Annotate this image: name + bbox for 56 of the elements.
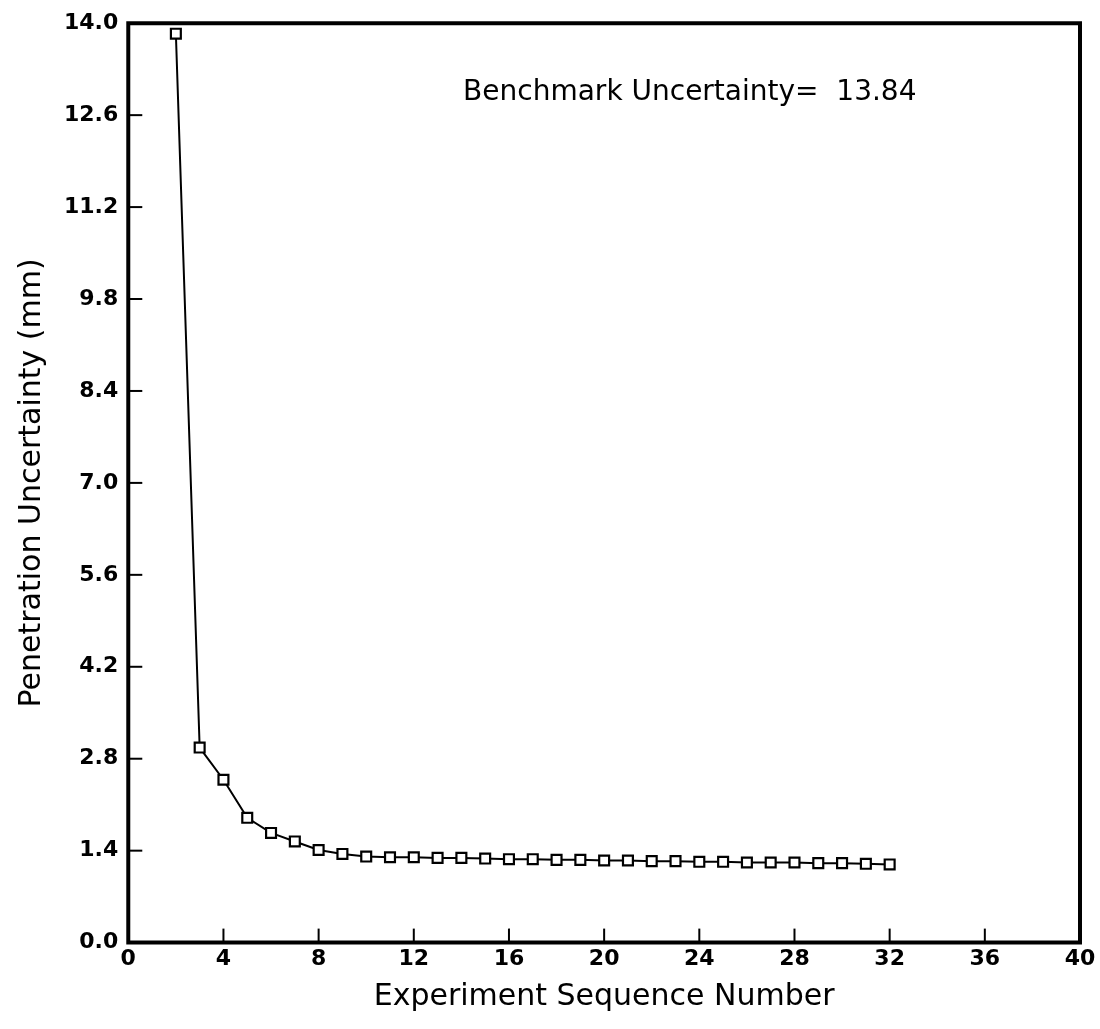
y-tick-label: 9.8 (79, 284, 119, 310)
x-tick-label: 12 (398, 944, 430, 970)
point (217, 773, 230, 786)
y-tick-label: 1.4 (79, 836, 119, 862)
point (479, 852, 492, 865)
point (621, 854, 634, 867)
x-tick-label: 4 (215, 944, 232, 970)
point (336, 847, 349, 860)
x-axis-title: Experiment Sequence Number (373, 976, 836, 1012)
point (859, 857, 872, 870)
x-tick-label: 8 (310, 944, 327, 970)
x-tick-label: 24 (684, 944, 715, 970)
x-tick-label: 0 (120, 944, 136, 970)
point (502, 853, 516, 866)
point (431, 851, 444, 864)
y-tick-label: 4.2 (79, 652, 119, 678)
point (645, 855, 658, 868)
y-tick-label: 0.0 (79, 928, 119, 954)
point (598, 854, 611, 867)
point (883, 858, 896, 871)
point (360, 850, 373, 863)
y-tick-label: 11.2 (64, 192, 119, 218)
annotation: Benchmark Uncertainty= 13.84 (463, 74, 917, 108)
point (526, 853, 539, 866)
x-tick-label: 36 (969, 944, 1001, 970)
y-tick-label: 5.6 (79, 560, 119, 586)
x-tick-label: 28 (779, 944, 810, 970)
point (383, 851, 397, 864)
point (693, 855, 706, 868)
x-tick-label: 16 (493, 944, 525, 970)
point (193, 741, 206, 754)
x-tick-label: 32 (874, 944, 905, 970)
point (764, 856, 777, 869)
point (288, 835, 301, 848)
point (788, 856, 801, 869)
y-tick-label: 2.8 (79, 744, 119, 770)
x-tick-label: 20 (588, 944, 620, 970)
point (812, 857, 825, 870)
point (740, 856, 753, 869)
point (455, 851, 468, 864)
y-axis-title: Penetration Uncertainty (mm) (11, 258, 47, 708)
point (312, 843, 325, 857)
y-tick-label: 7.0 (79, 468, 119, 494)
y-tick-label: 8.4 (79, 376, 119, 402)
point (574, 853, 587, 866)
point (836, 857, 849, 870)
point (550, 853, 563, 866)
point (241, 811, 254, 824)
y-tick-label: 14.0 (64, 8, 119, 34)
point (717, 855, 730, 868)
point (407, 851, 420, 864)
point (169, 27, 182, 40)
x-tick-label: 40 (1064, 944, 1096, 970)
point (669, 855, 682, 868)
y-tick-label: 12.6 (64, 100, 119, 126)
point (264, 826, 278, 839)
